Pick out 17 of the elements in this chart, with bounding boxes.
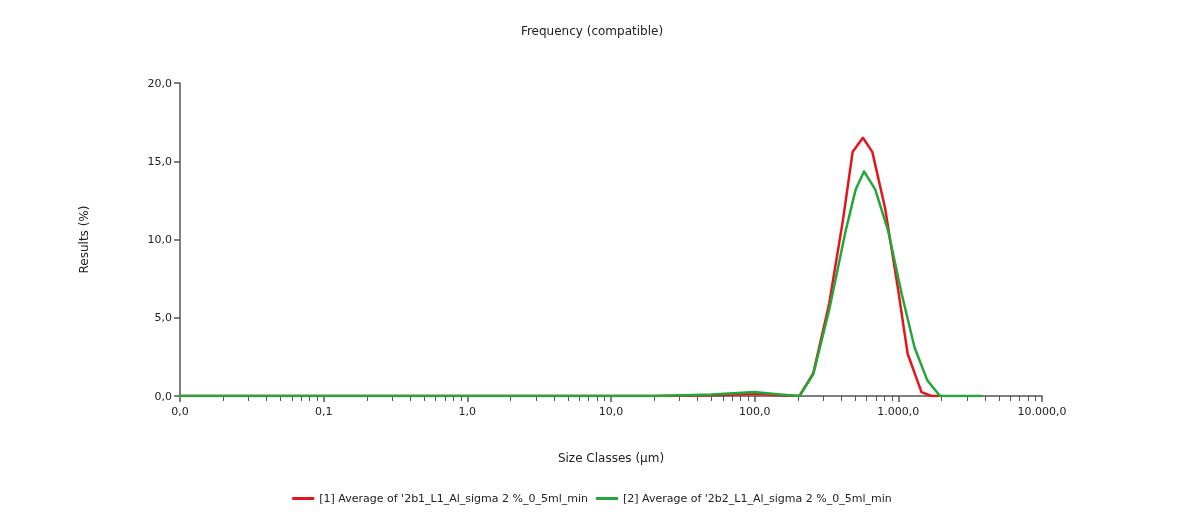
x-tick-label: 1.000,0 bbox=[877, 405, 920, 418]
legend-label: [1] Average of '2b1_L1_Al_sigma 2 %_0_5ml_min bbox=[319, 492, 589, 505]
x-tick-label: 0,1 bbox=[314, 405, 333, 418]
x-tick-label: 10.000,0 bbox=[1017, 405, 1067, 418]
y-tick-label: 0,0 bbox=[154, 389, 172, 403]
x-tick-label: 10,0 bbox=[598, 405, 624, 418]
x-tick-label: 100,0 bbox=[738, 405, 771, 418]
legend-label: [2] Average of '2b2_L1_Al_sigma 2 %_0_5ml_min bbox=[623, 492, 892, 505]
x-tick-label: 0,0 bbox=[171, 405, 189, 418]
y-tick-label: 5,0 bbox=[154, 311, 172, 325]
y-tick-label: 10,0 bbox=[147, 233, 172, 246]
x-axis-title: Size Classes (µm) bbox=[557, 451, 665, 465]
y-tick-label: 20,0 bbox=[147, 76, 172, 90]
y-axis-title: Results (%) bbox=[77, 205, 91, 274]
x-tick-label: 1,0 bbox=[458, 405, 477, 418]
chart-title: Frequency (compatible) bbox=[520, 24, 664, 38]
y-tick-label: 15,0 bbox=[147, 154, 172, 168]
